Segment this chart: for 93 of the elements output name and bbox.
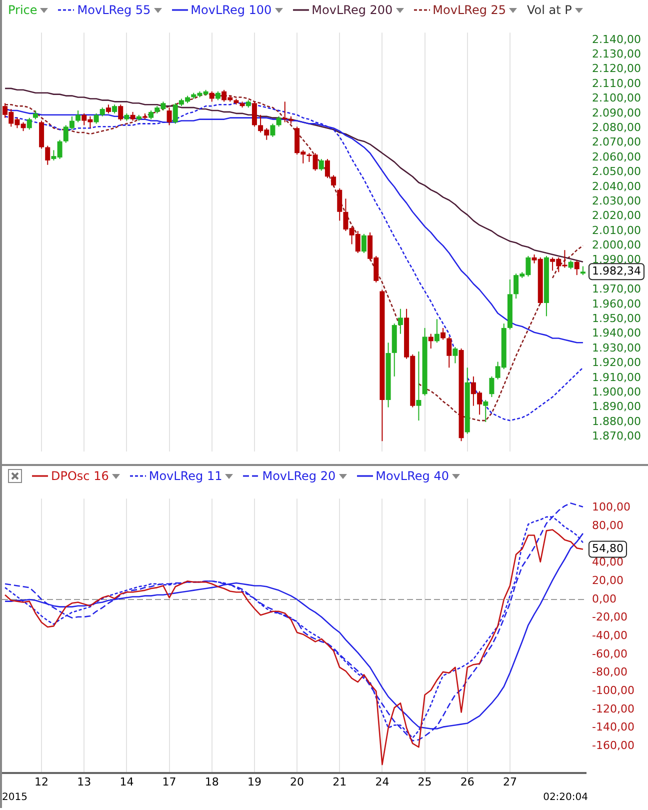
x-tick-label: 17 (162, 775, 176, 788)
y-tick-label: 100,00 (592, 500, 630, 514)
y-tick-label: 2.040,00 (592, 180, 641, 193)
candlestick (94, 112, 99, 124)
y-tick-label: 1.930,00 (592, 341, 641, 354)
candlestick (416, 350, 422, 422)
x-tick-label: 19 (247, 775, 262, 788)
x-tick-label: 14 (120, 775, 134, 788)
candlestick (489, 376, 494, 398)
candlestick (337, 188, 342, 222)
y-tick-label: 2.080,00 (592, 120, 641, 134)
x-tick-label: 24 (375, 775, 390, 788)
x-tick-label: 25 (418, 775, 432, 788)
x-tick-label: 21 (332, 775, 347, 788)
text: Vol at P (527, 3, 572, 17)
y-tick-label: 54,80 (592, 542, 624, 556)
y-tick-label: 80,00 (592, 518, 624, 532)
legend-label: MovLReg 20 (262, 469, 336, 483)
y-tick-label: 20,00 (592, 574, 624, 587)
candlestick (270, 123, 276, 138)
candlestick (324, 158, 330, 179)
y-tick-label: 2.070,00 (592, 136, 641, 149)
candlestick (318, 158, 324, 172)
y-tick-label: -140,00 (592, 720, 634, 734)
text: 02:20:04 (543, 792, 588, 805)
candlestick (166, 107, 172, 126)
candlestick (282, 101, 288, 123)
y-tick-label: 2.030,00 (592, 194, 641, 208)
candlestick (574, 260, 580, 276)
x-tick-label: 26 (460, 775, 474, 788)
y-tick-label: 1.990,00 (592, 253, 641, 266)
y-tick-label: 2.010,00 (592, 224, 641, 237)
y-tick-label: 1.880,00 (592, 414, 641, 428)
candlestick (434, 318, 440, 344)
y-tick-label: -160,00 (592, 739, 634, 752)
candlestick (428, 333, 434, 350)
candlestick (118, 104, 124, 122)
candlestick (483, 399, 488, 423)
y-tick-label: 1.910,00 (592, 370, 641, 384)
y-tick-label: -60,00 (592, 647, 628, 660)
y-tick-label: -80,00 (592, 666, 628, 679)
text: MovLReg 100 (190, 3, 272, 17)
x-tick-label: 20 (290, 775, 304, 788)
y-tick-label: 1.940,00 (592, 326, 641, 340)
candlestick (172, 102, 178, 124)
candlestick (331, 174, 336, 188)
y-tick-label: 2.000,00 (592, 238, 641, 252)
y-tick-label: 2.110,00 (592, 76, 641, 90)
y-tick-label: 1.950,00 (592, 312, 641, 326)
y-tick-label: 2.140,00 (592, 32, 641, 46)
y-tick-label: -20,00 (592, 610, 628, 624)
x-tick-label: 27 (502, 775, 517, 788)
y-tick-label: 2.090,00 (592, 106, 641, 120)
text: MovLReg 200 (312, 3, 393, 17)
candlestick (361, 233, 366, 254)
y-tick-label: 1.890,00 (592, 400, 641, 414)
y-tick-label: 40,00 (592, 556, 624, 569)
y-tick-label: 0,00 (592, 592, 616, 606)
text: 2015 (2, 792, 28, 805)
y-tick-label: 2.020,00 (592, 209, 641, 222)
candlestick (26, 117, 32, 130)
legend-label: MovLReg 40 (376, 469, 449, 483)
y-tick-label: 2.120,00 (592, 62, 641, 76)
y-tick-label: 2.050,00 (592, 165, 641, 178)
y-tick-label: -120,00 (592, 702, 634, 716)
y-tick-label: 2.130,00 (592, 48, 641, 60)
y-tick-label: 2.060,00 (592, 150, 641, 164)
text: MovLReg 55 (77, 3, 151, 17)
y-tick-label: 1.900,00 (592, 385, 641, 398)
legend-label: MovLReg 11 (148, 469, 222, 483)
text: Price (8, 3, 38, 17)
candlestick (276, 116, 282, 128)
candlestick (446, 336, 452, 368)
x-tick-label: 12 (34, 775, 49, 788)
legend-label: DPOsc 16 (51, 469, 109, 483)
y-tick-label: 1.960,00 (592, 297, 641, 310)
y-tick-label: -40,00 (592, 629, 628, 642)
y-tick-label: 1.920,00 (592, 356, 641, 370)
candlestick (452, 346, 458, 364)
y-tick-label: 1.970,00 (592, 282, 641, 296)
y-tick-label: -100,00 (592, 684, 634, 698)
text: MovLReg 25 (432, 3, 506, 17)
candlestick (45, 145, 50, 166)
candlestick (398, 308, 403, 334)
candlestick (252, 101, 257, 128)
y-tick-label: 2.100,00 (592, 92, 641, 105)
x-tick-label: 18 (204, 775, 219, 788)
candlestick (76, 110, 81, 123)
y-tick-label: 1.870,00 (592, 430, 641, 443)
candlestick (440, 327, 446, 340)
candlestick (209, 90, 214, 102)
y-tick-label: 1.982,34 (592, 264, 641, 278)
x-tick-label: 13 (77, 775, 92, 788)
